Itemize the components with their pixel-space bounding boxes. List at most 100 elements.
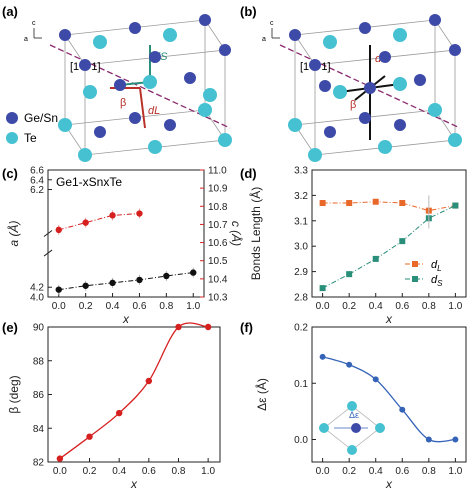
chart-c-y2-tick-label: 10.7 <box>208 220 228 231</box>
chart-d-series-dL-point <box>346 200 353 207</box>
chart-e-y-tick-label: 90 <box>33 323 45 334</box>
chart-f-inset-te-atom <box>319 423 329 433</box>
atom-ge-sn <box>219 44 231 56</box>
chart-d-series-dS-point <box>452 202 459 209</box>
chart-c-y2-tick-label: 10.8 <box>208 202 228 213</box>
atom-te <box>148 140 162 154</box>
chart-d-series-dL-line <box>322 201 456 212</box>
svg-text:c: c <box>270 20 274 27</box>
chart-c-series-0-point <box>136 276 143 284</box>
chart-d-y-tick-label: 3.3 <box>294 166 308 177</box>
svg-text:a: a <box>24 36 28 43</box>
atom-ge-sn <box>309 59 321 71</box>
chart-d-series-dS-line <box>322 205 456 289</box>
atom-te <box>198 103 212 117</box>
atom-te <box>58 118 72 132</box>
panel-f-letter: (f) <box>240 320 253 335</box>
chart-d-series-dS-point <box>346 271 353 278</box>
chart-f-series-point <box>346 361 353 368</box>
atom-ge-sn <box>59 29 71 41</box>
atom-ge-sn <box>394 119 406 131</box>
chart-e-x-tick-label: 0.2 <box>83 466 97 477</box>
chart-d-y-tick-label: 2.9 <box>294 267 308 278</box>
chart-e-y-tick-label: 84 <box>33 424 45 435</box>
chart-f-x-tick-label: 0.6 <box>395 466 409 477</box>
chart-f-y-axis-title: Δε (Å) <box>254 378 269 411</box>
chart-e-y-tick-label: 88 <box>33 356 45 367</box>
chart-c-series-1-point <box>82 219 89 226</box>
chart-f-x-tick-label: 1.0 <box>448 466 462 477</box>
chart-c-series-1-point <box>109 212 116 219</box>
chart-c-x-axis-title: x <box>122 312 130 326</box>
chart-c-title: Ge1-xSnxTe <box>56 175 122 189</box>
chart-e-series-point <box>175 323 182 331</box>
atom-ge-sn <box>184 72 196 84</box>
chart-e-x-tick-label: 0.8 <box>172 466 186 477</box>
chart-d-x-tick-label: 0.2 <box>342 301 356 312</box>
chart-c-y-tick-label: 6.6 <box>30 166 44 177</box>
legend-dL-marker <box>412 261 418 267</box>
chart-f-plot-frame <box>311 326 467 463</box>
chart-c-y-tick-label: 4.0 <box>30 293 44 304</box>
chart-c-series-1-point <box>55 226 62 234</box>
chart-f-inset-te-atom <box>375 423 385 433</box>
chart-e-x-tick-label: 0.6 <box>142 466 156 477</box>
chart-c-y2-axis-title: c (Å) <box>229 221 244 246</box>
chart-c-series-1-point <box>136 210 143 217</box>
chart-d-x-tick-label: 1.0 <box>448 301 462 312</box>
chart-f-x-tick-label: 0.2 <box>342 466 356 477</box>
chart-d-plot-frame <box>311 169 467 298</box>
chart-e-x-axis-title: x <box>130 477 138 491</box>
chart-e-x-tick-label: 0.0 <box>53 466 67 477</box>
chart-f-y-tick-label: 0.1 <box>294 379 308 390</box>
chart-d-y-tick-label: 3.2 <box>294 191 308 202</box>
chart-c-series-0-point <box>190 269 197 276</box>
chart-d-series-dL-point <box>319 200 326 207</box>
atom-te <box>308 148 322 162</box>
chart-e-series-line <box>59 322 209 460</box>
chart-f-series-line <box>322 356 456 443</box>
panel-a-bond-long <box>139 87 146 129</box>
atom-te <box>203 88 217 102</box>
panel-b-atoms <box>288 14 462 162</box>
chart-c-series-1-line <box>58 213 140 231</box>
atom-ge-sn <box>94 126 106 138</box>
atom-ge-sn <box>289 29 301 41</box>
chart-d-series-dL-point <box>399 200 406 207</box>
chart-d-y-tick-label: 2.8 <box>294 293 308 304</box>
chart-f-series-point <box>372 376 379 383</box>
legend-dL-label: dL <box>431 259 442 273</box>
atom-te <box>393 28 407 42</box>
chart-c-series-0-point <box>82 282 89 289</box>
panel-b-letter: (b) <box>240 4 257 19</box>
atom-ge-sn <box>429 14 441 26</box>
chart-c-series-0-line <box>58 272 194 291</box>
panel-a-bond-long-label: dL <box>148 105 160 117</box>
chart-d-series-dL-point <box>372 198 379 205</box>
chart-c-y-tick-label: 6.4 <box>30 175 44 186</box>
panel-a-letter: (a) <box>2 4 18 19</box>
chart-f-x-tick-label: 0.0 <box>316 466 330 477</box>
atom-ge-sn <box>364 82 376 94</box>
chart-e-y-tick-label: 86 <box>33 390 45 401</box>
chart-e-series-point <box>86 433 93 440</box>
legend-dS-marker <box>412 276 418 282</box>
panel-e-letter: (e) <box>2 320 18 335</box>
chart-c-x-tick-label: 0.8 <box>159 301 173 312</box>
panel-a-legend: Ge/Sn Te <box>6 111 58 145</box>
chart-e-series-point <box>204 323 212 331</box>
chart-d-x-tick-label: 0.0 <box>316 301 330 312</box>
chart-c-y2-tick-label: 10.4 <box>208 274 228 285</box>
chart-d-x-tick-label: 0.6 <box>395 301 409 312</box>
atom-te <box>93 35 107 49</box>
atom-ge-sn <box>149 51 161 63</box>
chart-d-series-dS-point <box>399 238 406 245</box>
chart-e-plot-frame <box>47 326 221 463</box>
atom-ge-sn <box>129 112 141 124</box>
chart-c-series-0-point <box>109 279 116 287</box>
chart-d-x-axis-title: x <box>385 312 393 326</box>
atom-ge-sn <box>164 119 176 131</box>
chart-d-y-tick-label: 3.1 <box>294 216 308 227</box>
chart-e-series-point <box>115 409 123 417</box>
